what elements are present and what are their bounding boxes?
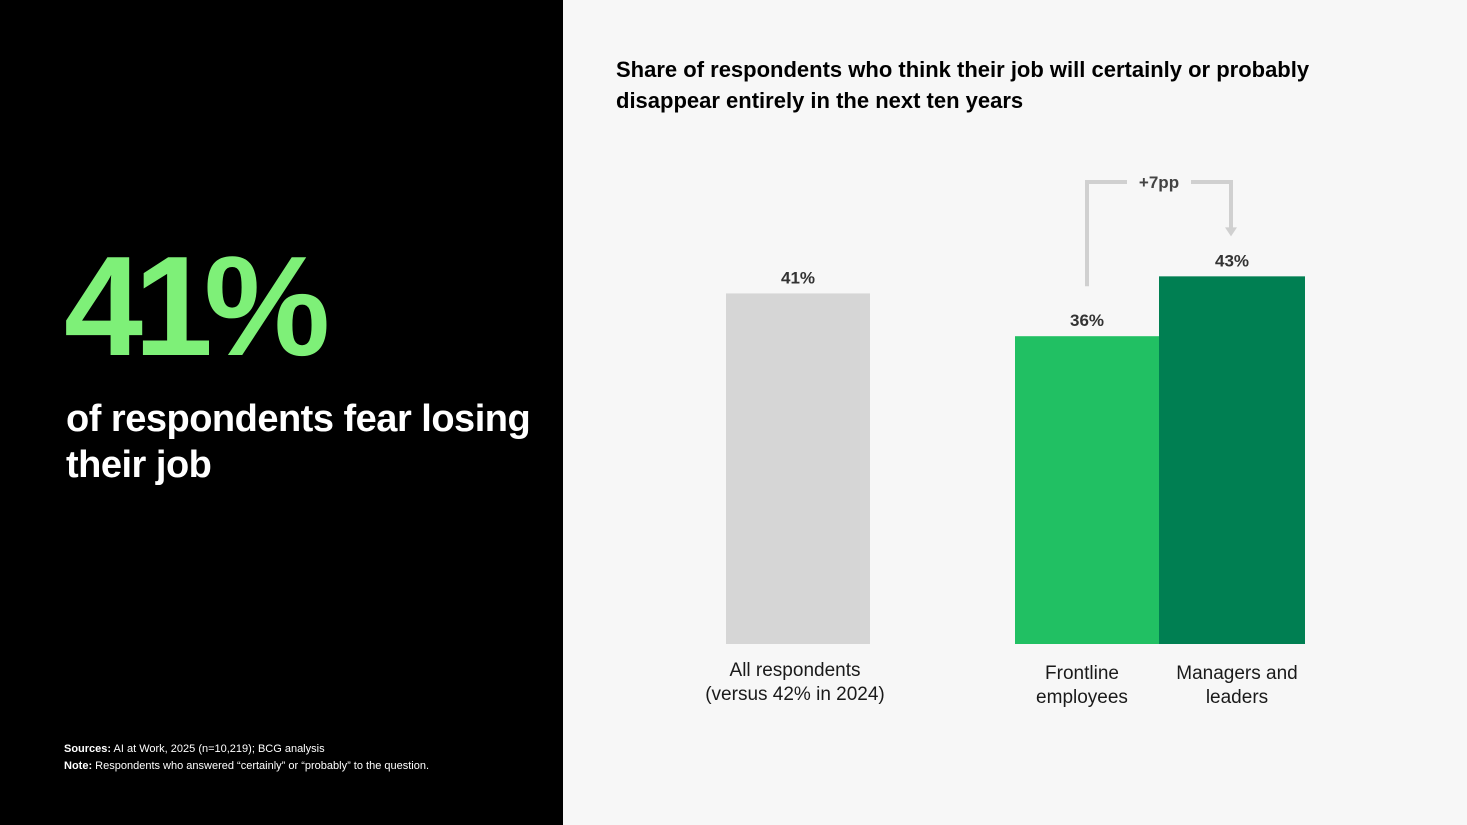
- bar-1: [1015, 336, 1159, 644]
- delta-bracket-left: [1085, 180, 1127, 287]
- value-label-1: 36%: [1070, 311, 1104, 330]
- delta-bracket-right: [1191, 180, 1233, 231]
- category-label-2-1: leaders: [1206, 687, 1268, 708]
- sources-line: Sources: AI at Work, 2025 (n=10,219); BC…: [64, 741, 429, 758]
- category-label-0-1: (versus 42% in 2024): [705, 684, 885, 705]
- headline-panel: [0, 0, 563, 825]
- sources-text: AI at Work, 2025 (n=10,219); BCG analysi…: [113, 743, 325, 755]
- headline-caption: of respondents fear losing their job: [66, 398, 531, 486]
- category-label-2-0: Managers and: [1176, 663, 1297, 684]
- category-label-1-0: Frontline: [1045, 663, 1119, 684]
- value-label-2: 43%: [1215, 251, 1249, 270]
- note-line: Note: Respondents who answered “certainl…: [64, 758, 429, 775]
- footnotes: Sources: AI at Work, 2025 (n=10,219); BC…: [64, 741, 429, 775]
- delta-label: +7pp: [1139, 173, 1179, 192]
- chart-title: Share of respondents who think their job…: [616, 57, 1310, 113]
- note-text: Respondents who answered “certainly” or …: [95, 760, 430, 772]
- sources-label: Sources:: [64, 743, 112, 755]
- delta-arrowhead: [1225, 227, 1237, 237]
- bar-2: [1159, 276, 1305, 644]
- headline-stat: 41%: [64, 227, 330, 386]
- category-label-1-1: employees: [1036, 687, 1128, 708]
- value-label-0: 41%: [781, 268, 815, 287]
- category-label-0-0: All respondents: [730, 660, 861, 681]
- bar-0: [726, 293, 870, 644]
- note-label: Note:: [64, 760, 93, 772]
